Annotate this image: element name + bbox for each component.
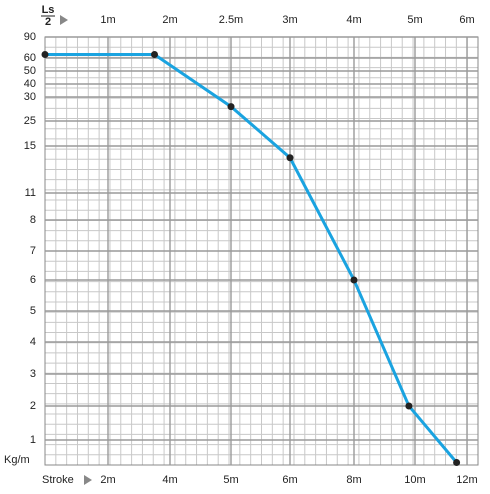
data-point <box>227 103 235 111</box>
x2-label-top: Ls <box>42 4 55 16</box>
y-tick-label: 6 <box>30 274 36 286</box>
arrow <box>84 475 92 485</box>
x-tick-label: 10m <box>404 474 425 486</box>
data-point <box>286 154 294 162</box>
x2-tick-label: 5m <box>407 14 422 26</box>
x2-tick-label: 2.5m <box>219 14 243 26</box>
x2-tick-label: 2m <box>162 14 177 26</box>
x-tick-label: 8m <box>346 474 361 486</box>
y-tick-label: 15 <box>24 140 36 152</box>
y-tick-label: 60 <box>24 52 36 64</box>
x2-tick-label: 1m <box>100 14 115 26</box>
y-tick-label: 90 <box>24 31 36 43</box>
data-point <box>350 276 358 284</box>
y-tick-label: 7 <box>30 245 36 257</box>
x2-tick-label: 4m <box>346 14 361 26</box>
y-tick-label: 3 <box>30 368 36 380</box>
data-point <box>405 402 413 410</box>
y-tick-label: 30 <box>24 91 36 103</box>
x-tick-label: 6m <box>282 474 297 486</box>
data-point <box>151 51 158 58</box>
y-tick-label: 2 <box>30 400 36 412</box>
x-axis-label: Stroke <box>42 474 74 486</box>
y-tick-label: 50 <box>24 65 36 77</box>
data-point <box>453 459 461 466</box>
x-tick-label: 5m <box>223 474 238 486</box>
x-tick-label: 12m <box>456 474 477 486</box>
y-tick-label: 1 <box>30 434 36 446</box>
data-point <box>41 51 49 58</box>
y-tick-label: 5 <box>30 305 36 317</box>
y-tick-label: 4 <box>30 336 36 348</box>
x-tick-label: 4m <box>162 474 177 486</box>
x2-label-bottom: 2 <box>45 16 51 28</box>
y-tick-label: 8 <box>30 214 36 226</box>
y-tick-label: 11 <box>25 187 36 199</box>
x2-tick-label: 3m <box>282 14 297 26</box>
y-tick-label: 25 <box>24 115 36 127</box>
x-tick-label: 2m <box>100 474 115 486</box>
arrow <box>60 15 68 25</box>
y-tick-label: 40 <box>24 78 36 90</box>
grid <box>44 36 479 466</box>
y-axis-label: Kg/m <box>4 454 30 466</box>
x2-tick-label: 6m <box>459 14 474 26</box>
